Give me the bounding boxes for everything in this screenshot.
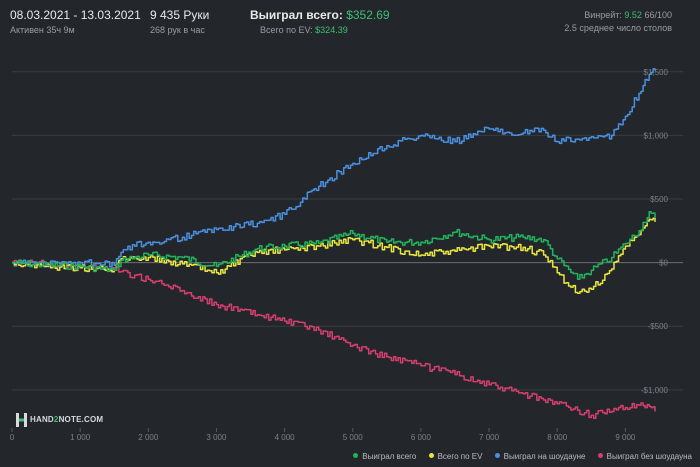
ev-value: $324.39 <box>315 25 348 35</box>
legend-label-showdown: Выиграл на шоудауне <box>503 452 586 461</box>
hands-block: 9 435 Руки 268 рук в час <box>150 8 209 35</box>
legend-item-non-showdown[interactable]: Выиграл без шоудауна <box>597 452 692 461</box>
legend-label-won: Выиграл всего <box>362 452 417 461</box>
ev-label: Всего по EV: <box>260 25 313 35</box>
legend-label-ev: Всего по EV <box>437 452 483 461</box>
legend-item-won[interactable]: Выиграл всего <box>353 452 416 461</box>
line-ev-total <box>12 217 656 294</box>
x-tick-label: 5 000 <box>343 433 364 442</box>
winrate-block: Винрейт: 9.52 66/100 2.5 среднее число с… <box>564 8 672 33</box>
won-value: $352.69 <box>346 8 390 22</box>
hands-count: 9 435 Руки <box>150 8 210 22</box>
ev-total: Всего по EV: $324.39 <box>260 25 390 35</box>
x-tick-label: 1 000 <box>70 433 91 442</box>
x-tick-label: 2 000 <box>138 433 159 442</box>
line-showdown <box>12 68 656 268</box>
x-tick-label: 0 <box>10 433 15 442</box>
y-axis: $1,500 $1,000 $500 $0 -$500 -$1,000 <box>641 68 669 395</box>
winrate-label: Винрейт: <box>584 10 622 20</box>
y-tick-label: $500 <box>650 195 668 204</box>
winrate-value: 9.52 <box>624 10 642 20</box>
avg-tables: 2.5 среднее число столов <box>564 23 672 33</box>
x-tick-label: 6 000 <box>411 433 432 442</box>
y-tick-label: -$500 <box>648 322 669 331</box>
legend-dot-ev <box>428 453 434 459</box>
x-tick-label: 7 000 <box>479 433 500 442</box>
series-lines <box>12 68 656 420</box>
legend-dot-showdown <box>494 453 500 459</box>
hands-per-hour: 268 рук в час <box>150 25 205 35</box>
legend-item-showdown[interactable]: Выиграл на шоудауне <box>494 452 586 461</box>
x-tick-label: 4 000 <box>275 433 296 442</box>
hand2note-logo: HAND2NOTE.COM <box>16 413 103 427</box>
y-tick-label: $1,500 <box>644 68 669 77</box>
legend-dot-won <box>353 453 359 459</box>
x-tick-label: 9 000 <box>615 433 636 442</box>
won-block: Выиграл всего: $352.69 Всего по EV: $324… <box>250 8 390 35</box>
active-time: Активен 35ч 9м <box>10 25 75 35</box>
grid <box>12 71 683 391</box>
y-tick-label: $1,000 <box>644 131 669 140</box>
x-axis: 0 1 000 2 000 3 000 4 000 5 000 6 000 7 000 8 00… <box>10 428 636 442</box>
won-label: Выиграл всего: <box>250 8 343 22</box>
logo-text-c: NOTE.COM <box>58 415 104 425</box>
winrate-rest: 66/100 <box>644 10 672 20</box>
won-total: Выиграл всего: $352.69 <box>250 8 390 22</box>
hand2note-logo-icon <box>16 413 27 427</box>
winrate: Винрейт: 9.52 66/100 <box>564 10 672 20</box>
date-block: 08.03.2021 - 13.03.2021 Активен 35ч 9м <box>10 8 141 35</box>
y-tick-label: -$1,000 <box>641 386 669 395</box>
y-tick-label: $0 <box>659 259 668 268</box>
date-range: 08.03.2021 - 13.03.2021 <box>10 8 141 22</box>
legend-label-non-showdown: Выиграл без шоудауна <box>606 452 692 461</box>
line-won-total <box>12 210 656 280</box>
profit-chart: $1,500 $1,000 $500 $0 -$500 -$1,000 0 1 000 2 0… <box>10 68 683 442</box>
x-tick-label: 8 000 <box>547 433 568 442</box>
x-tick-label: 3 000 <box>206 433 227 442</box>
chart-legend: Выиграл всего Всего по EV Выиграл на шоу… <box>343 452 692 461</box>
legend-item-ev[interactable]: Всего по EV <box>428 452 483 461</box>
session-header: 08.03.2021 - 13.03.2021 Активен 35ч 9м 9… <box>0 0 700 40</box>
line-non-showdown <box>12 259 656 420</box>
legend-dot-non-showdown <box>597 453 603 459</box>
logo-text-b: 2 <box>53 415 59 425</box>
logo-text-a: HAND <box>30 415 54 425</box>
